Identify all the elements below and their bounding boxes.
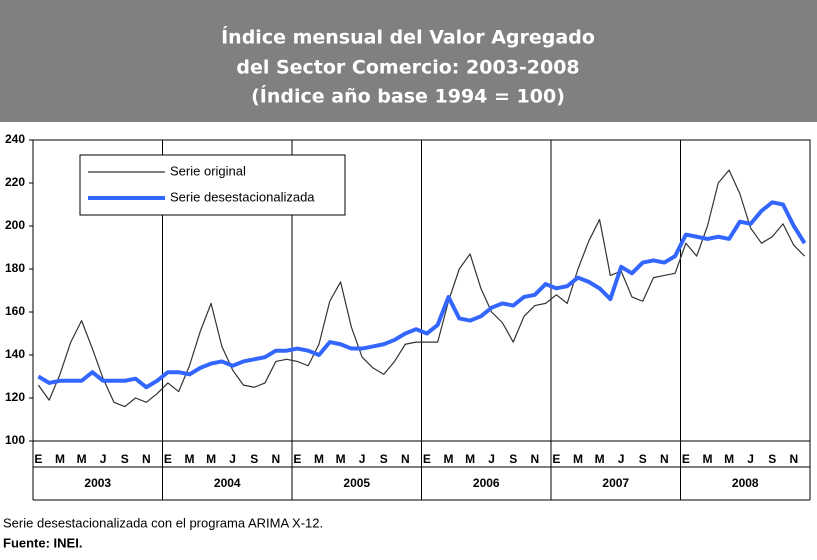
y-tick-label: 180 (5, 261, 25, 275)
source: Fuente: INEI. (3, 535, 82, 550)
x-tick-label: J (747, 452, 754, 466)
x-tick-label: S (121, 452, 129, 466)
x-tick-label: N (530, 452, 539, 466)
y-tick-label: 220 (5, 175, 25, 189)
y-tick-label: 140 (5, 347, 25, 361)
x-tick-label: J (359, 452, 366, 466)
x-tick-label: E (682, 452, 690, 466)
x-tick-label: M (573, 452, 583, 466)
legend-label: Serie original (170, 163, 246, 178)
x-tick-label: N (660, 452, 669, 466)
series-line (37, 200, 807, 390)
year-label: 2003 (84, 476, 111, 490)
series-line (37, 169, 806, 408)
x-tick-label: M (55, 452, 65, 466)
x-tick-label: M (702, 452, 712, 466)
chart-title: del Sector Comercio: 2003-2008 (236, 57, 579, 79)
x-tick-label: J (100, 452, 107, 466)
x-tick-label: M (206, 452, 216, 466)
x-tick-label: E (552, 452, 560, 466)
chart-title: (Índice año base 1994 = 100) (251, 85, 565, 108)
x-tick-label: S (768, 452, 776, 466)
x-tick-label: E (423, 452, 431, 466)
x-tick-label: M (443, 452, 453, 466)
x-tick-label: S (509, 452, 517, 466)
x-tick-label: M (465, 452, 475, 466)
x-tick-label: N (142, 452, 151, 466)
x-tick-label: S (639, 452, 647, 466)
x-tick-label: N (401, 452, 410, 466)
x-tick-label: N (271, 452, 280, 466)
note: Serie desestacionalizada con el programa… (3, 515, 323, 530)
x-tick-label: E (293, 452, 301, 466)
x-tick-label: J (229, 452, 236, 466)
x-tick-label: N (789, 452, 798, 466)
x-tick-label: J (618, 452, 625, 466)
year-label: 2004 (214, 476, 241, 490)
x-tick-label: S (250, 452, 258, 466)
year-label: 2007 (602, 476, 629, 490)
x-tick-label: E (34, 452, 42, 466)
legend-box (79, 154, 346, 216)
chart-title: Índice mensual del Valor Agregado (221, 26, 595, 49)
x-tick-label: M (184, 452, 194, 466)
y-tick-label: 240 (5, 132, 25, 146)
x-tick-label: M (77, 452, 87, 466)
year-label: 2006 (473, 476, 500, 490)
x-tick-label: E (164, 452, 172, 466)
x-tick-label: M (595, 452, 605, 466)
y-tick-label: 160 (5, 304, 25, 318)
y-tick-label: 120 (5, 390, 25, 404)
legend-label: Serie desestacionalizada (170, 189, 315, 204)
year-label: 2005 (343, 476, 370, 490)
year-label: 2008 (732, 476, 759, 490)
title-banner (0, 0, 817, 122)
x-tick-label: M (724, 452, 734, 466)
y-tick-label: 100 (5, 433, 25, 447)
x-tick-label: M (336, 452, 346, 466)
y-tick-label: 200 (5, 218, 25, 232)
x-tick-label: M (314, 452, 324, 466)
x-tick-label: J (488, 452, 495, 466)
x-tick-label: S (380, 452, 388, 466)
